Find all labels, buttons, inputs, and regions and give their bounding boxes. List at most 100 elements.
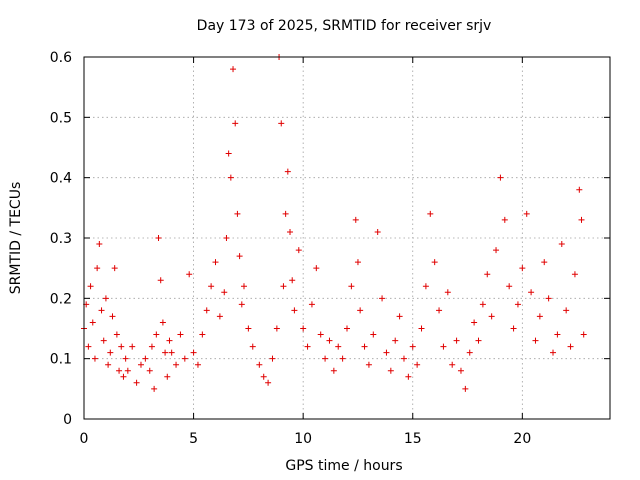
x-tick-label: 10: [294, 431, 312, 447]
chart-title: Day 173 of 2025, SRMTID for receiver srj…: [197, 18, 492, 34]
data-point: [105, 361, 112, 368]
data-point: [501, 216, 508, 223]
data-point: [203, 307, 210, 314]
x-tick-label: 0: [80, 431, 89, 447]
data-point: [100, 337, 107, 344]
y-tick-label: 0.2: [50, 291, 72, 307]
data-point: [225, 150, 232, 157]
data-point: [457, 367, 464, 374]
data-point: [335, 343, 342, 350]
data-point: [414, 361, 421, 368]
data-point: [528, 289, 535, 296]
y-tick-label: 0.6: [50, 50, 72, 66]
y-tick-label: 0.1: [50, 352, 72, 368]
data-point: [295, 247, 302, 254]
data-point: [230, 66, 237, 73]
data-point: [190, 349, 197, 356]
data-point: [571, 271, 578, 278]
data-point: [287, 228, 294, 235]
data-point: [339, 355, 346, 362]
data-point: [370, 331, 377, 338]
data-point: [348, 283, 355, 290]
data-point: [111, 265, 118, 272]
data-point: [484, 271, 491, 278]
x-axis-label: GPS time / hours: [285, 458, 402, 474]
data-point: [146, 367, 153, 374]
data-point: [177, 331, 184, 338]
data-point: [506, 283, 513, 290]
data-point: [545, 295, 552, 302]
data-point: [475, 337, 482, 344]
data-point: [418, 325, 425, 332]
data-point: [284, 168, 291, 175]
data-point: [122, 355, 129, 362]
data-point: [514, 301, 521, 308]
data-point: [357, 307, 364, 314]
data-point: [330, 367, 337, 374]
data-point: [550, 349, 557, 356]
data-point: [102, 295, 109, 302]
y-tick-label: 0.5: [50, 110, 72, 126]
data-point: [558, 241, 565, 248]
data-point: [466, 349, 473, 356]
data-point: [107, 349, 114, 356]
data-point: [109, 313, 116, 320]
data-point: [232, 120, 239, 127]
data-point: [240, 283, 247, 290]
data-point: [94, 265, 101, 272]
data-point: [578, 216, 585, 223]
data-point: [300, 325, 307, 332]
data-point: [352, 216, 359, 223]
data-point: [186, 271, 193, 278]
data-point: [260, 373, 267, 380]
data-point: [221, 289, 228, 296]
data-point: [536, 313, 543, 320]
data-points: [81, 54, 587, 392]
data-point: [291, 307, 298, 314]
x-tick-label: 5: [189, 431, 198, 447]
data-point: [392, 337, 399, 344]
data-point: [164, 373, 171, 380]
data-point: [181, 355, 188, 362]
data-point: [462, 385, 469, 392]
axis-ticks: 0 0.1 0.2 0.3 0.4 0.5 0.6 0 5 10 15 20: [50, 50, 610, 447]
data-point: [124, 367, 131, 374]
data-point: [488, 313, 495, 320]
data-point: [449, 361, 456, 368]
data-point: [427, 210, 434, 217]
data-point: [304, 343, 311, 350]
data-point: [326, 337, 333, 344]
data-point: [245, 325, 252, 332]
data-point: [142, 355, 149, 362]
data-point: [444, 289, 451, 296]
data-point: [120, 373, 127, 380]
data-point: [563, 307, 570, 314]
data-point: [208, 283, 215, 290]
data-point: [151, 385, 158, 392]
data-point: [265, 379, 272, 386]
data-point: [436, 307, 443, 314]
data-point: [137, 361, 144, 368]
data-point: [85, 343, 92, 350]
data-point: [133, 379, 140, 386]
data-point: [387, 367, 394, 374]
data-point: [118, 343, 125, 350]
data-point: [91, 355, 98, 362]
data-point: [510, 325, 517, 332]
data-point: [400, 355, 407, 362]
data-point: [471, 319, 478, 326]
data-point: [405, 373, 412, 380]
data-point: [379, 295, 386, 302]
data-point: [153, 331, 160, 338]
data-point: [383, 349, 390, 356]
data-point: [576, 186, 583, 193]
data-point: [256, 361, 263, 368]
data-point: [282, 210, 289, 217]
data-point: [519, 265, 526, 272]
y-tick-label: 0.4: [50, 171, 72, 187]
data-point: [236, 253, 243, 260]
data-point: [116, 367, 123, 374]
data-point: [313, 265, 320, 272]
data-point: [580, 331, 587, 338]
